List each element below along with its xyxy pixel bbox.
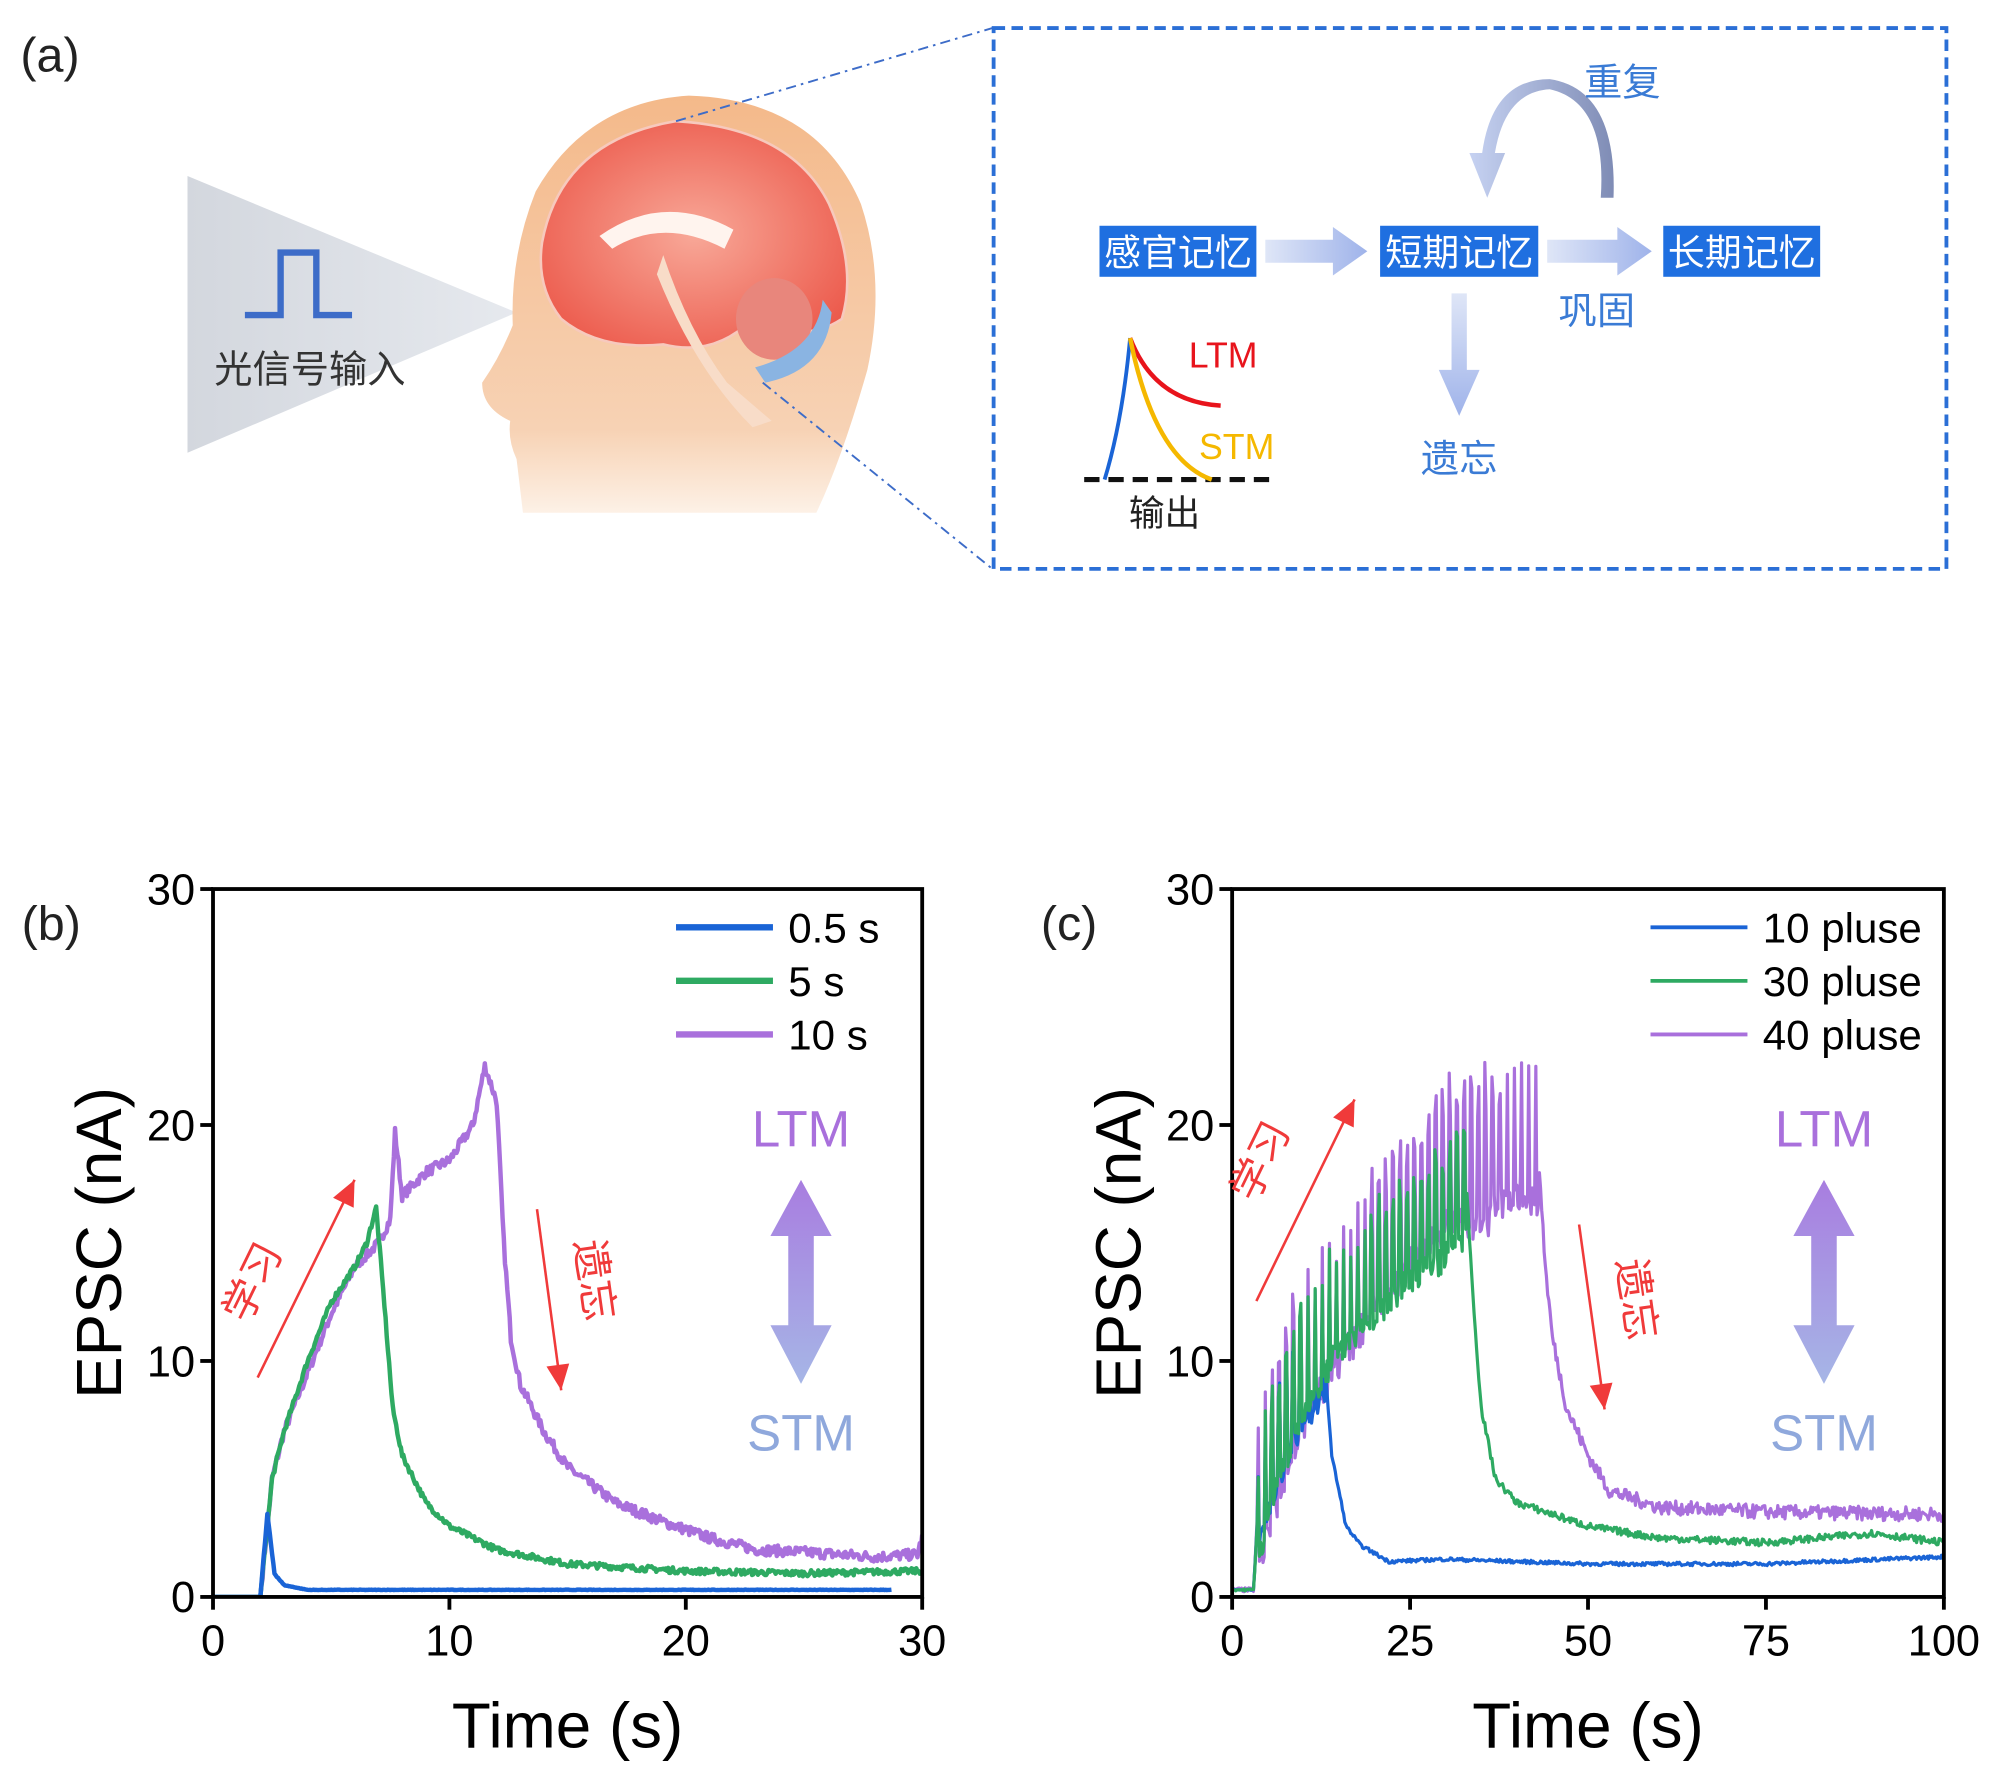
y-tick-label: 20	[1166, 1102, 1214, 1150]
stm-curve	[1127, 337, 1213, 482]
x-tick-label: 100	[1908, 1618, 1980, 1666]
pulse-signal-icon	[244, 249, 353, 319]
arrowhead-icon	[546, 1363, 570, 1391]
light-beam-icon	[187, 176, 517, 453]
legend-label: 30 pluse	[1763, 958, 1922, 1005]
stm-annotation: STM	[1770, 1404, 1878, 1461]
arrow-right-icon	[1265, 227, 1368, 276]
short-term-memory-label: 短期记忆	[1385, 231, 1533, 274]
plot-frame	[211, 887, 925, 1599]
chart-b: (b) 0 10 20 30 0 10 20 30 Time (s) EPSC (nA) 0.5 s 5…	[22, 866, 947, 1761]
y-tick-label: 0	[1190, 1574, 1214, 1622]
series-group	[1232, 1060, 1944, 1594]
panel-label: (c)	[1041, 897, 1098, 951]
input-label: 光信号输入	[214, 348, 405, 393]
legend-label: 40 pluse	[1763, 1012, 1922, 1059]
learn-annotation: 学习	[213, 1235, 292, 1329]
x-tick-label: 25	[1386, 1618, 1434, 1666]
memory-decay-mini-chart: LTM STM 输出	[1084, 335, 1274, 535]
zoom-line-bottom	[762, 381, 993, 570]
double-arrow-icon	[770, 1179, 832, 1384]
arrow-right-icon	[1547, 227, 1652, 276]
x-tick-label: 30	[898, 1618, 946, 1666]
red-arrow-forget	[1577, 1224, 1606, 1410]
series-line-40-pluse	[1232, 1060, 1944, 1594]
x-tick-label: 10	[425, 1618, 473, 1666]
series-group	[213, 1061, 923, 1597]
series-line-5-s	[213, 1204, 923, 1597]
y-axis-label: EPSC (nA)	[63, 1087, 135, 1399]
legend-label: 10 s	[788, 1012, 868, 1059]
y-tick-label: 0	[171, 1574, 195, 1622]
rise-curve	[1102, 337, 1133, 481]
ltm-annotation: LTM	[752, 1101, 850, 1158]
legend-label: 10 pluse	[1763, 905, 1922, 952]
series-line-10-pluse	[1232, 1298, 1944, 1592]
y-tick-label: 30	[1166, 866, 1214, 914]
red-arrow-learn	[256, 1179, 356, 1379]
panel-label: (b)	[22, 897, 81, 951]
red-arrow-forget	[535, 1209, 563, 1391]
series-line-30-pluse	[1232, 1128, 1944, 1593]
y-tick-label: 10	[1166, 1338, 1214, 1386]
y-axis-label: EPSC (nA)	[1082, 1087, 1154, 1399]
stm-annotation: STM	[747, 1404, 855, 1461]
head-brain-illustration	[482, 95, 876, 513]
forget-annotation: 遗忘	[1607, 1255, 1666, 1342]
repeat-loop-arrow-icon	[1469, 79, 1614, 198]
x-tick-label: 20	[662, 1618, 710, 1666]
arrowhead-icon	[1333, 1099, 1355, 1128]
x-tick-label: 75	[1742, 1618, 1790, 1666]
zoom-line-top	[675, 27, 993, 123]
x-tick-label: 0	[201, 1618, 225, 1666]
arrowhead-icon	[1589, 1382, 1613, 1410]
x-tick-label: 50	[1564, 1618, 1612, 1666]
chart-c: (c) 0 25 50 75 100 0 10 20 30 Time (s) EPSC (nA) 10 …	[1041, 866, 1980, 1761]
long-term-memory-box	[1663, 225, 1821, 277]
double-arrow-icon	[1793, 1179, 1855, 1384]
repeat-label: 重复	[1584, 61, 1661, 106]
legend-label: 5 s	[788, 958, 844, 1005]
y-tick-label: 10	[147, 1338, 195, 1386]
ltm-curve	[1128, 337, 1221, 408]
memory-model-box	[991, 26, 1949, 571]
forget-label: 遗忘	[1421, 437, 1498, 482]
panel-a-label: (a)	[20, 28, 79, 82]
output-label: 输出	[1129, 494, 1200, 535]
x-axis-label: Time (s)	[1472, 1689, 1703, 1761]
arrow-down-icon	[1438, 293, 1480, 416]
red-arrow-learn	[1255, 1098, 1356, 1302]
legend-label: 0.5 s	[788, 905, 879, 952]
arrowhead-icon	[333, 1179, 355, 1208]
x-axis-label: Time (s)	[452, 1689, 683, 1761]
ltm-annotation: LTM	[1775, 1101, 1873, 1158]
y-tick-label: 30	[147, 866, 195, 914]
sensory-memory-box	[1099, 225, 1257, 277]
series-line-0.5-s	[213, 1511, 893, 1597]
series-line-10-s	[213, 1061, 923, 1597]
stm-label: STM	[1199, 427, 1274, 467]
ltm-label: LTM	[1189, 335, 1258, 375]
x-tick-label: 0	[1220, 1618, 1244, 1666]
short-term-memory-box	[1380, 225, 1539, 277]
memory-flow: 感官记忆 短期记忆 长期记忆 重复 巩固 遗忘	[1099, 61, 1821, 482]
sensory-memory-label: 感官记忆	[1104, 231, 1252, 274]
y-tick-label: 20	[147, 1102, 195, 1150]
forget-annotation: 遗忘	[565, 1236, 624, 1323]
long-term-memory-label: 长期记忆	[1668, 231, 1816, 274]
consolidate-label: 巩固	[1559, 289, 1636, 334]
